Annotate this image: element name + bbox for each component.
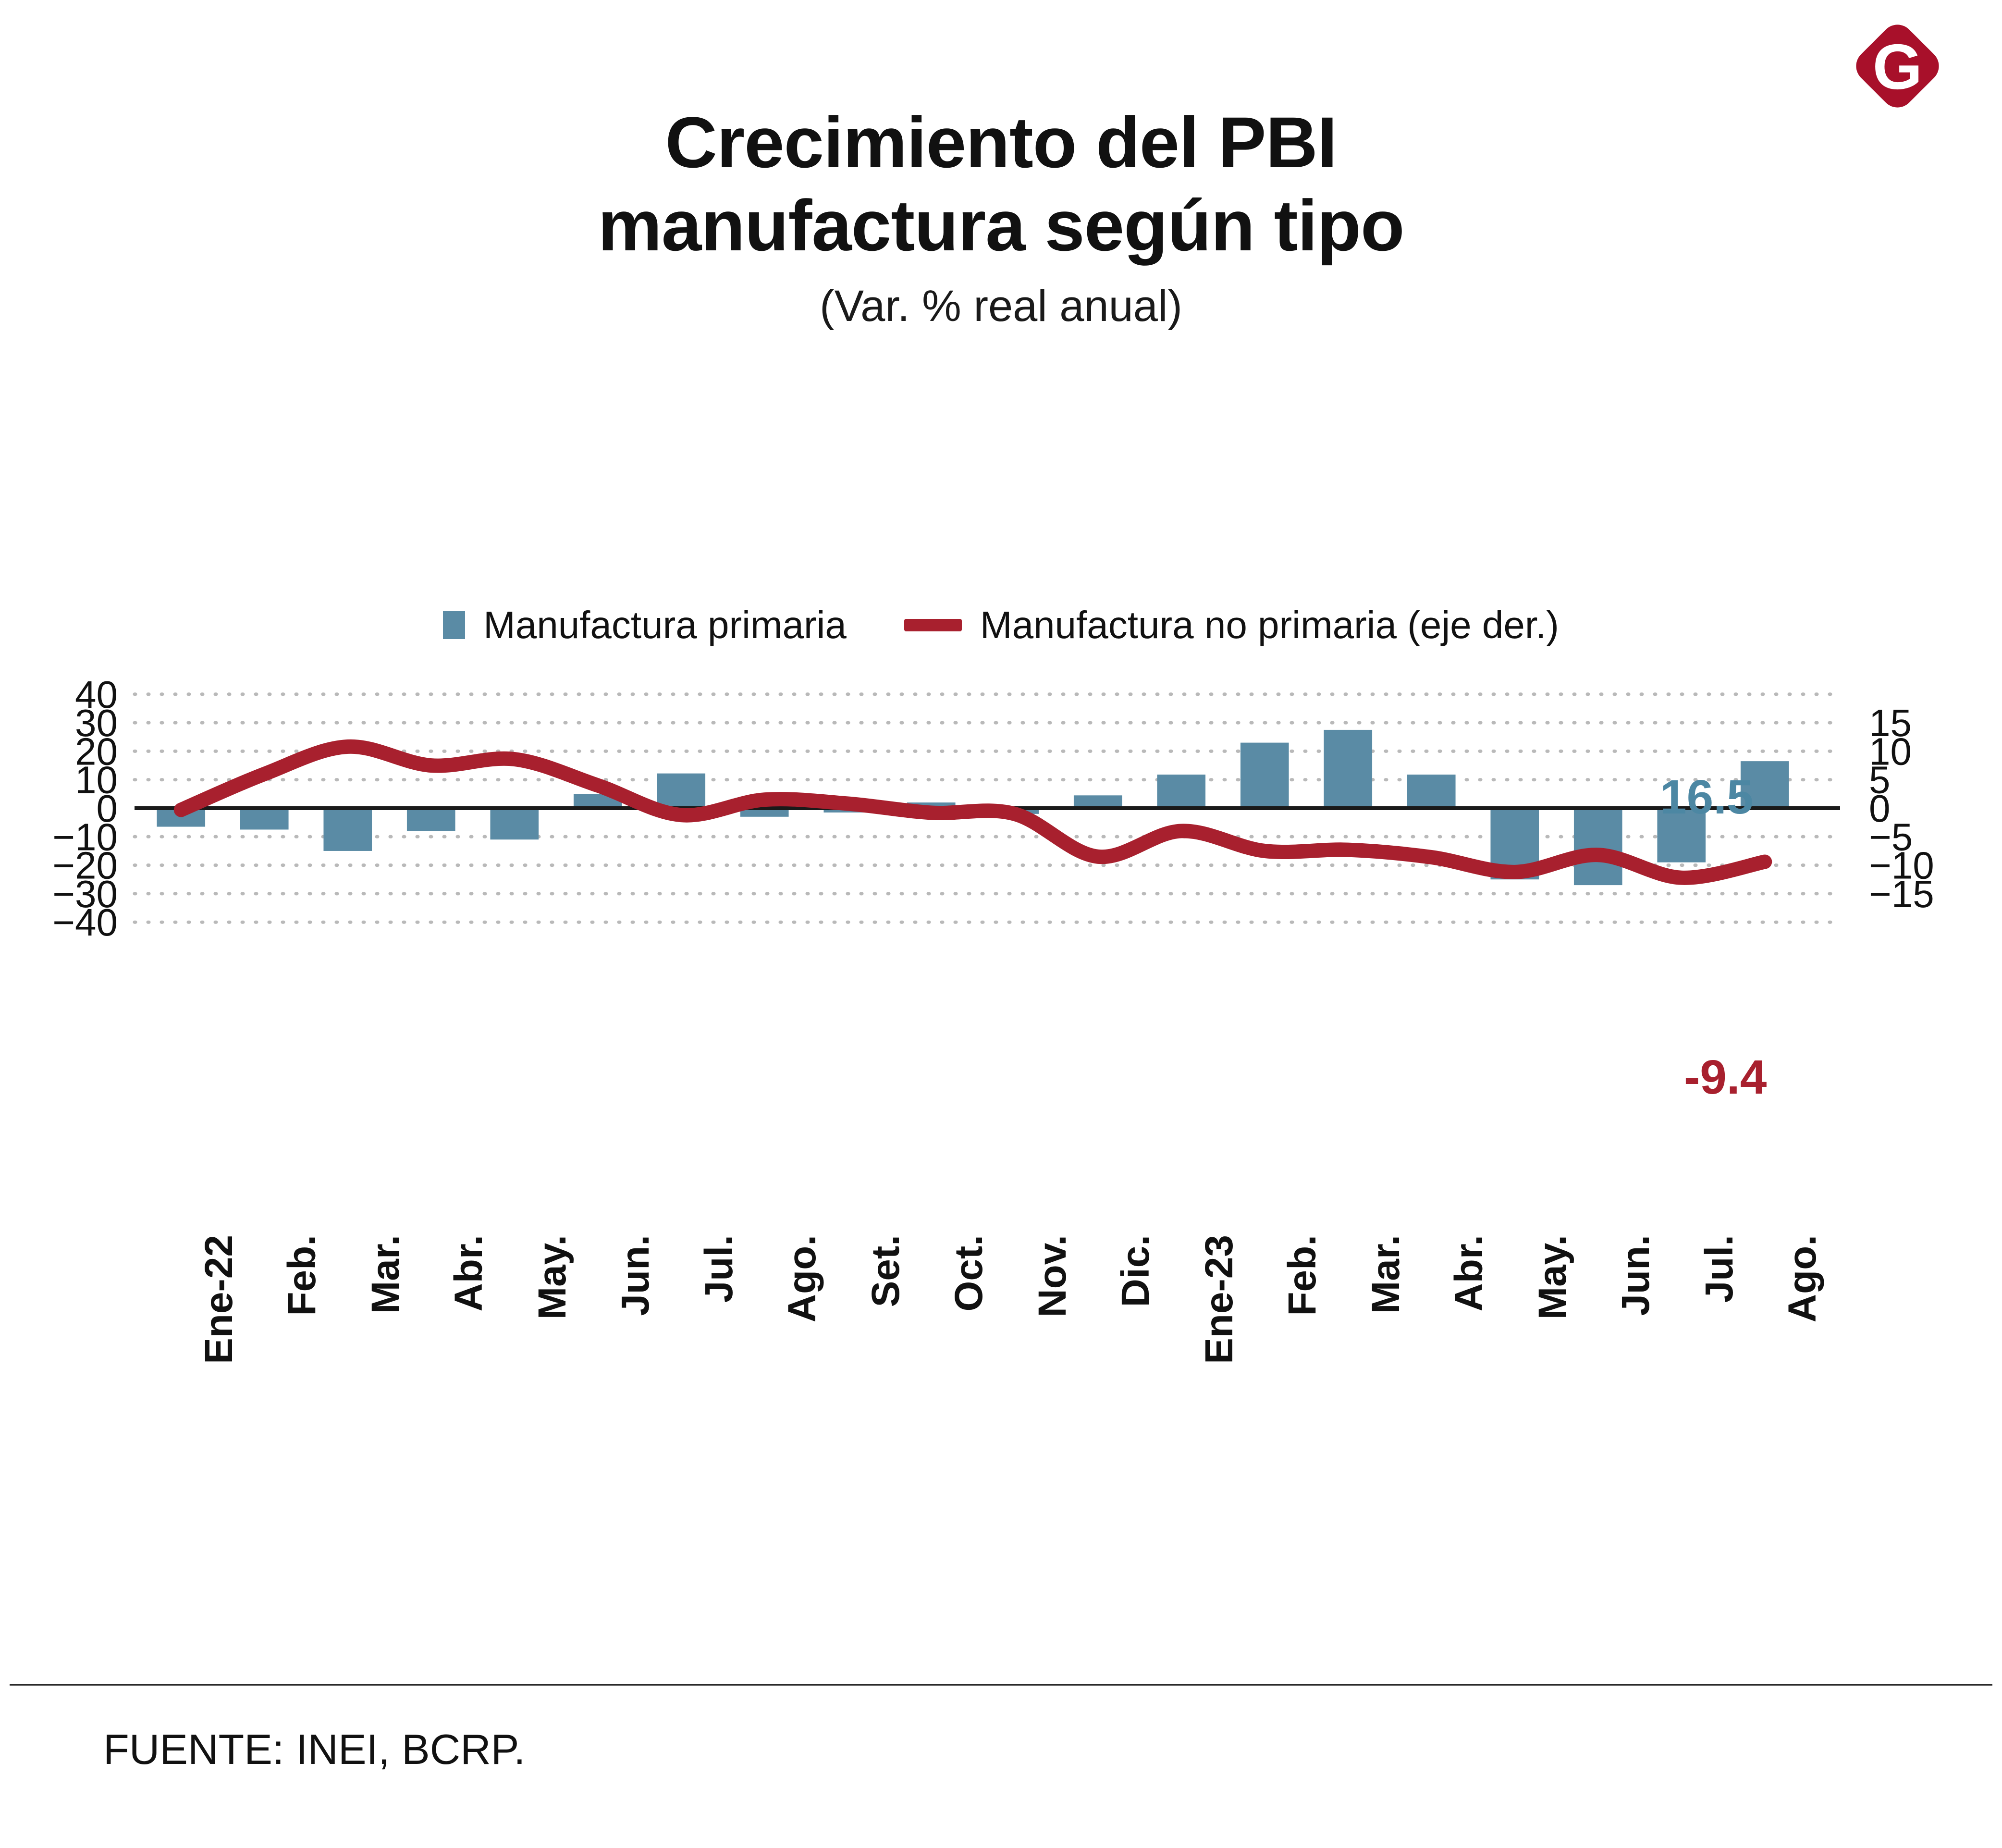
bar	[1657, 808, 1706, 862]
bar	[1407, 775, 1456, 808]
bar	[240, 808, 289, 830]
bar	[323, 808, 372, 851]
source-note: FUENTE: INEI, BCRP.	[103, 1725, 526, 1773]
x-axis-tick-label: Feb.	[280, 1235, 324, 1316]
x-axis-tick-label: Nov.	[1030, 1235, 1074, 1318]
left-axis-tick: 40	[75, 673, 118, 716]
x-axis-tick-label: Oct.	[947, 1235, 991, 1312]
x-axis-tick-label: Ago.	[1781, 1235, 1825, 1323]
x-axis-tick-label: Dic.	[1114, 1235, 1158, 1307]
gestion-logo: G	[1846, 14, 1949, 118]
chart-header: Crecimiento del PBI manufactura según ti…	[0, 101, 2002, 332]
x-axis-tick-label: May.	[530, 1235, 574, 1320]
bar	[1240, 742, 1289, 808]
page-title-line2: manufactura según tipo	[598, 185, 1404, 266]
left-axis-tick: 10	[75, 759, 118, 801]
chart-legend: Manufactura primaria Manufactura no prim…	[0, 603, 2002, 647]
bar	[740, 808, 789, 817]
legend-label-no-primaria: Manufactura no primaria (eje der.)	[980, 604, 1559, 646]
right-axis-tick: 5	[1869, 759, 1891, 801]
x-axis-tick-label: Abr.	[447, 1235, 491, 1312]
right-axis-tick: 10	[1869, 730, 1912, 773]
line-swatch-icon	[904, 619, 962, 631]
x-axis-tick-label: Mar.	[363, 1235, 407, 1314]
x-axis-tick-label: Set.	[863, 1235, 908, 1307]
bar	[1324, 729, 1373, 808]
bar	[1740, 761, 1789, 808]
left-axis-tick: −30	[52, 873, 118, 915]
primaria-value-label: 16.5	[1660, 770, 1754, 824]
chart-plot-area: 40 30 20 10 0 −10 −20 −30 −40 15 10 5 0 −5 −10 −15	[0, 673, 2002, 961]
bar	[1157, 775, 1206, 808]
bar	[406, 808, 455, 831]
no-primaria-value-label: -9.4	[1684, 1050, 1767, 1104]
right-axis-tick: 15	[1869, 702, 1912, 744]
right-axis-tick: −5	[1869, 815, 1913, 858]
bar	[1073, 795, 1122, 808]
left-axis-tick: 30	[75, 702, 118, 744]
x-axis-tick-label: Mar.	[1363, 1235, 1408, 1314]
right-axis-tick: −10	[1869, 844, 1934, 887]
line-series-no-primaria	[173, 739, 1772, 885]
page-title-line1: Crecimiento del PBI	[665, 102, 1337, 183]
x-axis-tick-label: Jul.	[697, 1235, 741, 1303]
bar-swatch-icon	[443, 611, 466, 639]
x-axis-tick-label: Jun.	[1614, 1235, 1658, 1316]
legend-item-primaria: Manufactura primaria	[443, 603, 847, 647]
left-axis-tick: 0	[97, 787, 118, 830]
x-axis-tick-label: Ene-23	[1197, 1235, 1241, 1364]
x-axis-tick-label: Ene-22	[197, 1235, 241, 1364]
footer-divider	[10, 1684, 1992, 1686]
x-axis-tick-label: Feb.	[1280, 1235, 1325, 1316]
left-axis-tick: 20	[75, 730, 118, 773]
left-axis-tick: −10	[52, 815, 118, 858]
x-axis-tick-labels: Ene-22 Feb. Mar. Abr. May. Jun. Jul. Ago. Set. Oc…	[0, 1235, 2002, 1542]
bar	[657, 773, 706, 808]
chart-subtitle: (Var. % real anual)	[819, 282, 1183, 331]
bar	[490, 808, 539, 840]
x-axis-tick-label: May.	[1530, 1235, 1574, 1320]
bar	[1573, 808, 1622, 886]
legend-label-primaria: Manufactura primaria	[483, 604, 847, 646]
x-axis-tick-label: Ago.	[780, 1235, 824, 1323]
x-axis-tick-label: Abr.	[1447, 1235, 1491, 1312]
left-axis-tick: −20	[52, 844, 118, 887]
right-axis-tick: −15	[1869, 873, 1934, 915]
legend-item-no-primaria: Manufactura no primaria (eje der.)	[904, 603, 1559, 647]
svg-text:G: G	[1873, 31, 1923, 103]
left-axis-tick: −40	[52, 901, 118, 944]
right-axis-tick: 0	[1869, 787, 1891, 830]
x-axis-tick-label: Jul.	[1697, 1235, 1741, 1303]
x-axis-tick-label: Jun.	[614, 1235, 658, 1316]
bar	[907, 802, 956, 808]
